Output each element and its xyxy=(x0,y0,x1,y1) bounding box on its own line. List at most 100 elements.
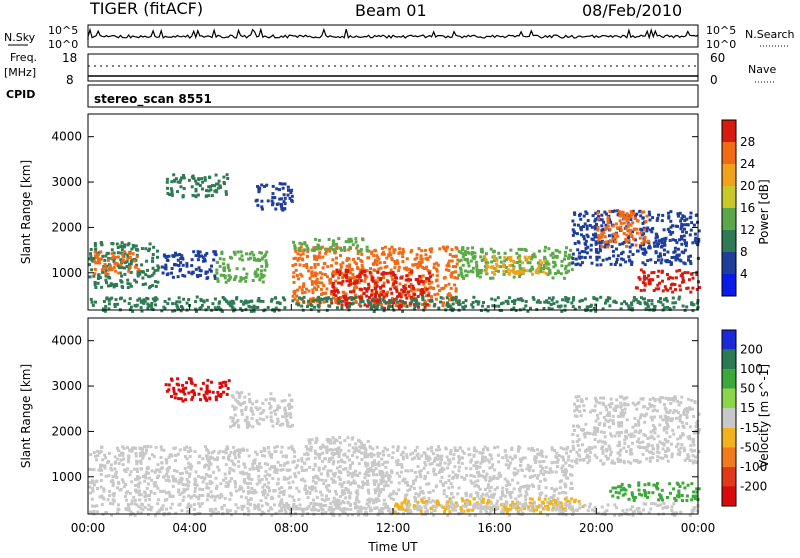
power-cell xyxy=(462,255,465,258)
power-cell xyxy=(425,266,428,269)
power-cell xyxy=(217,280,220,283)
velocity-cell xyxy=(363,476,366,479)
power-cell xyxy=(419,257,422,260)
velocity-cell xyxy=(343,461,346,464)
power-cell xyxy=(424,253,427,256)
power-cell xyxy=(454,270,457,273)
power-cell xyxy=(351,298,354,301)
power-cell xyxy=(91,301,94,304)
power-cell xyxy=(204,176,207,179)
velocity-cell xyxy=(96,450,99,453)
velocity-cell xyxy=(423,451,426,454)
power-cell xyxy=(372,277,375,280)
velocity-cell xyxy=(505,488,508,491)
power-cell xyxy=(369,267,372,270)
power-cell xyxy=(339,254,342,257)
power-cell xyxy=(119,245,122,248)
power-cell xyxy=(321,273,324,276)
velocity-cell xyxy=(100,479,103,482)
power-cell xyxy=(393,287,396,290)
velocity-cell xyxy=(307,496,310,499)
velocity-cell xyxy=(561,470,564,473)
velocity-cell xyxy=(171,475,174,478)
power-cell xyxy=(172,173,175,176)
power-cell xyxy=(418,275,421,278)
velocity-cell xyxy=(266,416,269,419)
power-cell xyxy=(429,255,432,258)
power-cell xyxy=(437,307,440,310)
velocity-cell xyxy=(351,475,354,478)
velocity-cell xyxy=(487,448,490,451)
velocity-cell xyxy=(243,463,246,466)
power-cell xyxy=(446,303,449,306)
velocity-cell xyxy=(580,414,583,417)
velocity-cell xyxy=(308,441,311,444)
velocity-cell xyxy=(504,450,507,453)
power-cell xyxy=(352,243,355,246)
velocity-cell xyxy=(340,459,343,462)
velocity-cell xyxy=(490,486,493,489)
velocity-cell xyxy=(479,488,482,491)
power-cell xyxy=(644,241,647,244)
power-cell xyxy=(359,250,362,253)
power-cell xyxy=(675,241,678,244)
power-cell xyxy=(634,217,637,220)
power-cell xyxy=(265,251,268,254)
velocity-cell xyxy=(416,501,419,504)
power-cell xyxy=(608,257,611,260)
velocity-cell xyxy=(293,499,296,502)
power-ytick-label: 2000 xyxy=(51,220,82,234)
power-cell xyxy=(128,252,131,255)
velocity-cell xyxy=(444,462,447,465)
velocity-cell xyxy=(332,500,335,503)
velocity-cell xyxy=(436,463,439,466)
power-cell xyxy=(335,257,338,260)
velocity-cell xyxy=(642,433,645,436)
power-cell xyxy=(332,282,335,285)
power-cell xyxy=(275,307,278,310)
velocity-cell xyxy=(460,476,463,479)
velocity-cell xyxy=(373,461,376,464)
power-cell xyxy=(170,272,173,275)
velocity-cell xyxy=(676,438,679,441)
velocity-cell xyxy=(243,480,246,483)
velocity-cell xyxy=(103,454,106,457)
velocity-cell xyxy=(146,445,149,448)
power-cell xyxy=(216,261,219,264)
power-cell xyxy=(464,270,467,273)
velocity-cell xyxy=(309,491,312,494)
velocity-cell xyxy=(468,509,471,512)
velocity-cell xyxy=(243,396,246,399)
velocity-cell xyxy=(491,463,494,466)
velocity-cell xyxy=(201,494,204,497)
power-cell xyxy=(210,270,213,273)
velocity-cell xyxy=(545,466,548,469)
power-cell xyxy=(331,258,334,261)
velocity-cell xyxy=(414,492,417,495)
power-cell xyxy=(574,242,577,245)
power-cell xyxy=(414,263,417,266)
power-cell xyxy=(345,270,348,273)
velocity-cell xyxy=(383,461,386,464)
velocity-cell xyxy=(538,460,541,463)
velocity-cell xyxy=(229,492,232,495)
power-cell xyxy=(685,231,688,234)
power-cell xyxy=(424,257,427,260)
velocity-cell xyxy=(218,469,221,472)
velocity-cell xyxy=(151,453,154,456)
power-cell xyxy=(129,283,132,286)
velocity-cell xyxy=(343,439,346,442)
power-cell xyxy=(310,266,313,269)
power-cell xyxy=(275,187,278,190)
power-cell xyxy=(649,258,652,261)
power-cell xyxy=(561,298,564,301)
velocity-cell xyxy=(348,497,351,500)
velocity-cell xyxy=(695,425,698,428)
power-cell xyxy=(146,307,149,310)
power-cell xyxy=(252,279,255,282)
power-cell xyxy=(326,265,329,268)
power-cell xyxy=(552,261,555,264)
velocity-cell xyxy=(269,405,272,408)
velocity-cell xyxy=(250,478,253,481)
power-cell xyxy=(633,228,636,231)
